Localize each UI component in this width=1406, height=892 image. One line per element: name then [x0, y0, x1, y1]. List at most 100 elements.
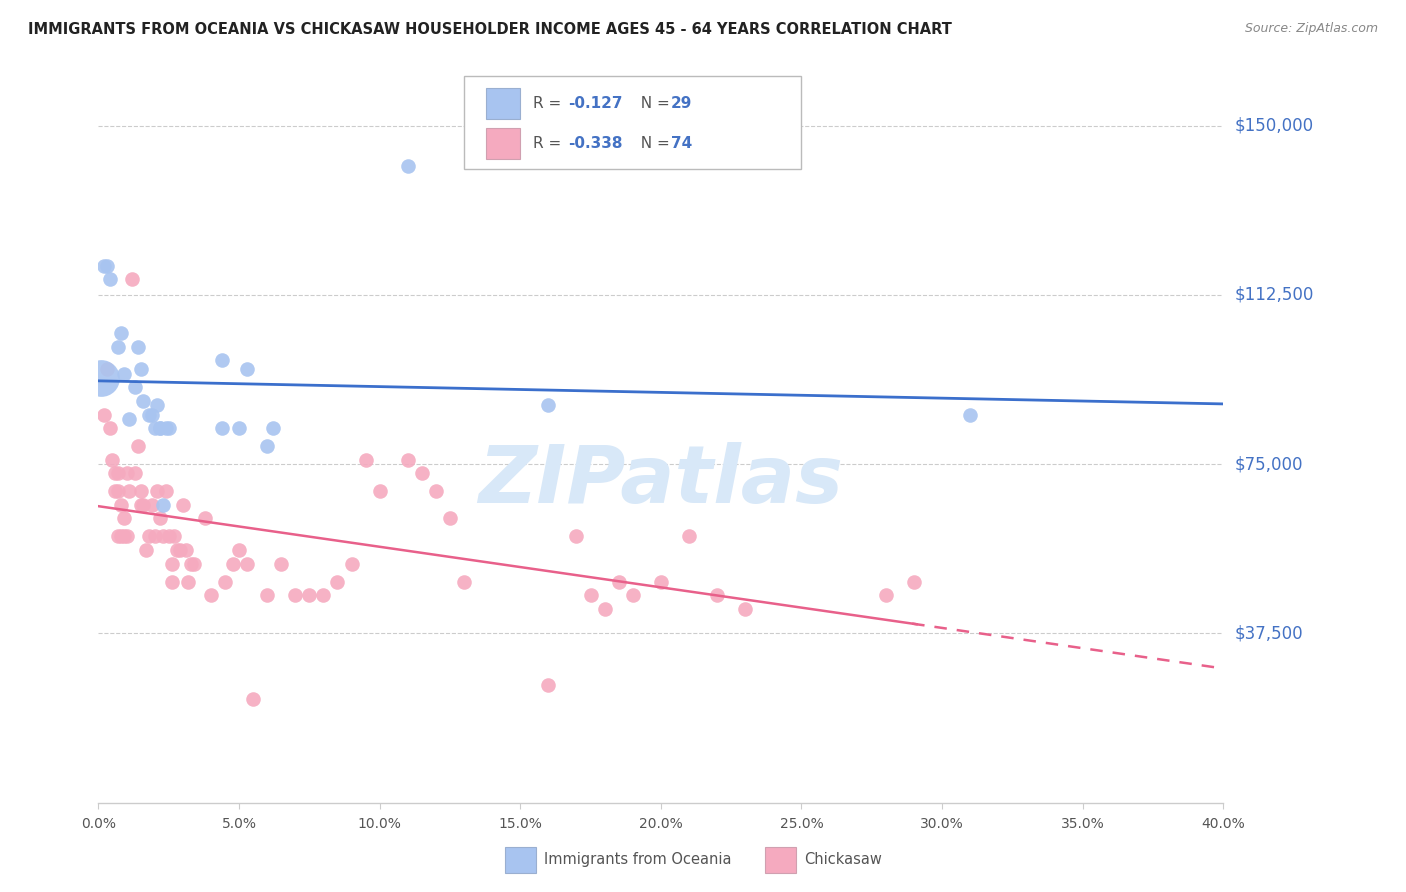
- Point: [112, 367, 135, 381]
- Text: IMMIGRANTS FROM OCEANIA VS CHICKASAW HOUSEHOLDER INCOME AGES 45 - 64 YEARS CORRE: IMMIGRANTS FROM OCEANIA VS CHICKASAW HOU…: [28, 22, 952, 37]
- Point: [368, 484, 391, 499]
- Point: [439, 511, 461, 525]
- Point: [124, 466, 146, 480]
- Point: [236, 557, 259, 571]
- Point: [177, 574, 200, 589]
- Text: Chickasaw: Chickasaw: [804, 853, 882, 867]
- Point: [157, 421, 180, 435]
- Point: [127, 340, 149, 354]
- Text: R =: R =: [533, 136, 567, 151]
- Point: [607, 574, 630, 589]
- Point: [129, 498, 152, 512]
- Point: [135, 543, 157, 558]
- Point: [121, 272, 143, 286]
- Point: [256, 588, 278, 602]
- Text: R =: R =: [533, 96, 567, 111]
- Point: [141, 408, 163, 422]
- Point: [650, 574, 672, 589]
- Point: [425, 484, 447, 499]
- Point: [160, 557, 183, 571]
- Point: [565, 529, 588, 543]
- Point: [242, 692, 264, 706]
- Point: [118, 412, 141, 426]
- Text: 29: 29: [671, 96, 692, 111]
- Point: [155, 421, 177, 435]
- Point: [875, 588, 897, 602]
- Point: [141, 498, 163, 512]
- Point: [146, 484, 169, 499]
- Point: [107, 466, 129, 480]
- Point: [326, 574, 349, 589]
- Point: [228, 421, 250, 435]
- Point: [270, 557, 292, 571]
- Point: [354, 452, 377, 467]
- Point: [593, 601, 616, 615]
- Point: [340, 557, 363, 571]
- Point: [169, 543, 191, 558]
- Point: [222, 557, 245, 571]
- Point: [138, 408, 160, 422]
- Point: [129, 362, 152, 376]
- Point: [298, 588, 321, 602]
- Point: [143, 529, 166, 543]
- Point: [211, 353, 233, 368]
- Point: [262, 421, 284, 435]
- Point: [98, 272, 121, 286]
- Point: [138, 529, 160, 543]
- Text: N =: N =: [631, 96, 675, 111]
- Text: Source: ZipAtlas.com: Source: ZipAtlas.com: [1244, 22, 1378, 36]
- Point: [149, 421, 172, 435]
- Point: [112, 511, 135, 525]
- Point: [256, 439, 278, 453]
- Point: [104, 466, 127, 480]
- Text: ZIPatlas: ZIPatlas: [478, 442, 844, 520]
- Point: [96, 362, 118, 376]
- Point: [228, 543, 250, 558]
- Point: [396, 159, 419, 173]
- Point: [93, 259, 115, 273]
- Point: [127, 439, 149, 453]
- Point: [194, 511, 217, 525]
- Point: [93, 408, 115, 422]
- Point: [284, 588, 307, 602]
- Point: [160, 574, 183, 589]
- Point: [146, 399, 169, 413]
- Text: $75,000: $75,000: [1234, 455, 1303, 473]
- Point: [129, 484, 152, 499]
- Point: [157, 529, 180, 543]
- Point: [152, 498, 174, 512]
- Point: [734, 601, 756, 615]
- Point: [706, 588, 728, 602]
- Point: [107, 484, 129, 499]
- Point: [166, 543, 188, 558]
- Point: [152, 529, 174, 543]
- Point: [396, 452, 419, 467]
- Text: -0.338: -0.338: [568, 136, 623, 151]
- Point: [110, 326, 132, 341]
- Point: [236, 362, 259, 376]
- Text: $150,000: $150,000: [1234, 117, 1313, 135]
- Text: Immigrants from Oceania: Immigrants from Oceania: [544, 853, 731, 867]
- Point: [537, 399, 560, 413]
- Point: [959, 408, 981, 422]
- Point: [110, 529, 132, 543]
- Point: [107, 340, 129, 354]
- Point: [149, 511, 172, 525]
- Point: [621, 588, 644, 602]
- Point: [453, 574, 475, 589]
- Point: [104, 484, 127, 499]
- Point: [115, 466, 138, 480]
- Point: [155, 484, 177, 499]
- Point: [537, 678, 560, 692]
- Point: [107, 529, 129, 543]
- Point: [312, 588, 335, 602]
- Point: [678, 529, 700, 543]
- Point: [124, 380, 146, 394]
- Point: [101, 452, 124, 467]
- Point: [172, 498, 194, 512]
- Point: [118, 484, 141, 499]
- Point: [183, 557, 205, 571]
- Point: [96, 259, 118, 273]
- Text: 74: 74: [671, 136, 692, 151]
- Text: -0.127: -0.127: [568, 96, 623, 111]
